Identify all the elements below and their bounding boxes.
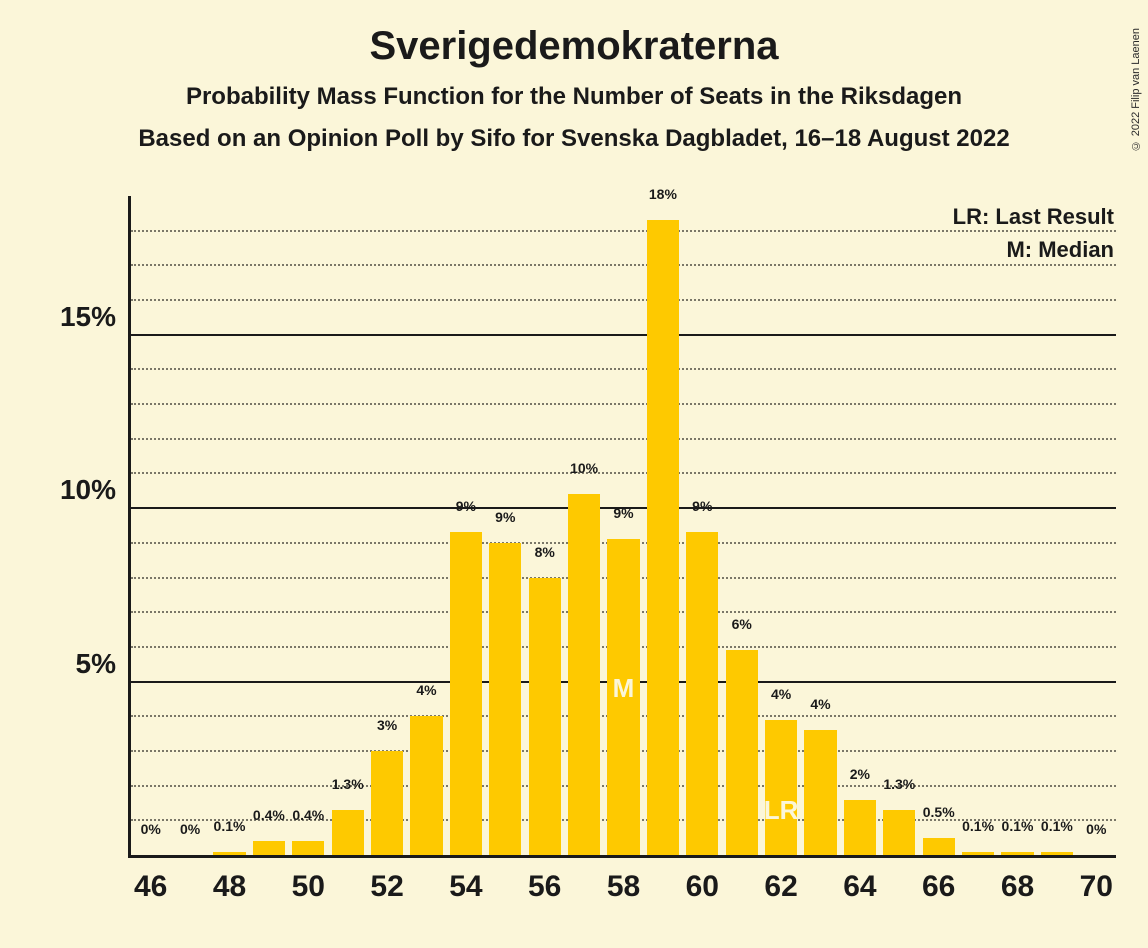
chart-title: Sverigedemokraterna: [0, 24, 1148, 69]
x-tick-label: 68: [1001, 870, 1034, 904]
x-tick-label: 60: [686, 870, 719, 904]
bar-value-label: 0.1%: [1002, 818, 1034, 834]
bar: [962, 852, 994, 855]
bar-value-label: 0.4%: [253, 807, 285, 823]
x-tick-label: 64: [843, 870, 876, 904]
bar: [450, 532, 482, 855]
chart-plot-area: 5%10%15%464850525456586062646668700%0%0.…: [128, 196, 1116, 858]
chart-subtitle-1: Probability Mass Function for the Number…: [0, 83, 1148, 111]
bar: [253, 841, 285, 855]
x-tick-label: 48: [213, 870, 246, 904]
bar-value-label: 0.1%: [962, 818, 994, 834]
bar: [844, 800, 876, 855]
bar: [489, 543, 521, 855]
x-tick-label: 58: [607, 870, 640, 904]
y-tick-label: 5%: [76, 648, 116, 680]
bar-value-label: 9%: [692, 498, 712, 514]
bar-value-label: 10%: [570, 460, 598, 476]
titles-block: Sverigedemokraterna Probability Mass Fun…: [0, 24, 1148, 153]
bar: [568, 494, 600, 855]
bar-value-label: 0.4%: [292, 807, 324, 823]
grid-minor-line: [131, 264, 1116, 266]
last-result-marker: LR: [764, 795, 799, 826]
grid-major-line: [131, 334, 1116, 336]
grid-minor-line: [131, 299, 1116, 301]
bar-value-label: 1.3%: [332, 776, 364, 792]
bar-value-label: 0.1%: [214, 818, 246, 834]
x-tick-label: 56: [528, 870, 561, 904]
x-tick-label: 50: [292, 870, 325, 904]
x-axis-line: [128, 855, 1116, 858]
bar-value-label: 4%: [771, 686, 791, 702]
bar: [529, 578, 561, 855]
bar-value-label: 4%: [810, 696, 830, 712]
grid-minor-line: [131, 438, 1116, 440]
bar-value-label: 18%: [649, 186, 677, 202]
x-tick-label: 52: [370, 870, 403, 904]
bar-value-label: 0%: [180, 821, 200, 837]
x-tick-label: 54: [449, 870, 482, 904]
y-tick-label: 10%: [60, 474, 116, 506]
x-tick-label: 62: [764, 870, 797, 904]
y-axis-line: [128, 196, 131, 858]
y-tick-label: 15%: [60, 301, 116, 333]
bar-value-label: 0.5%: [923, 804, 955, 820]
bar: [883, 810, 915, 855]
bar: [292, 841, 324, 855]
bar: [804, 730, 836, 855]
bar-value-label: 9%: [456, 498, 476, 514]
bar: [726, 650, 758, 855]
grid-minor-line: [131, 230, 1116, 232]
grid-minor-line: [131, 403, 1116, 405]
x-tick-label: 66: [922, 870, 955, 904]
chart-subtitle-2: Based on an Opinion Poll by Sifo for Sve…: [0, 125, 1148, 153]
bar-value-label: 0%: [141, 821, 161, 837]
grid-minor-line: [131, 472, 1116, 474]
bar-value-label: 6%: [732, 616, 752, 632]
bar-value-label: 3%: [377, 717, 397, 733]
bar: [765, 720, 797, 855]
bar-value-label: 4%: [416, 682, 436, 698]
bar-value-label: 8%: [535, 544, 555, 560]
bar-value-label: 9%: [495, 509, 515, 525]
bar: [923, 838, 955, 855]
bar: [647, 220, 679, 855]
x-tick-label: 46: [134, 870, 167, 904]
bar: [371, 751, 403, 855]
bar-value-label: 0.1%: [1041, 818, 1073, 834]
x-tick-label: 70: [1080, 870, 1113, 904]
bar: [332, 810, 364, 855]
bar-value-label: 1.3%: [883, 776, 915, 792]
bar: [1041, 852, 1073, 855]
bar: [410, 716, 442, 855]
bar-value-label: 2%: [850, 766, 870, 782]
bar: [1001, 852, 1033, 855]
bar: [686, 532, 718, 855]
bar-value-label: 0%: [1086, 821, 1106, 837]
grid-minor-line: [131, 368, 1116, 370]
copyright-notice: © 2022 Filip van Laenen: [1130, 28, 1142, 151]
median-marker: M: [613, 673, 635, 704]
bar-value-label: 9%: [613, 505, 633, 521]
bar: [213, 852, 245, 855]
